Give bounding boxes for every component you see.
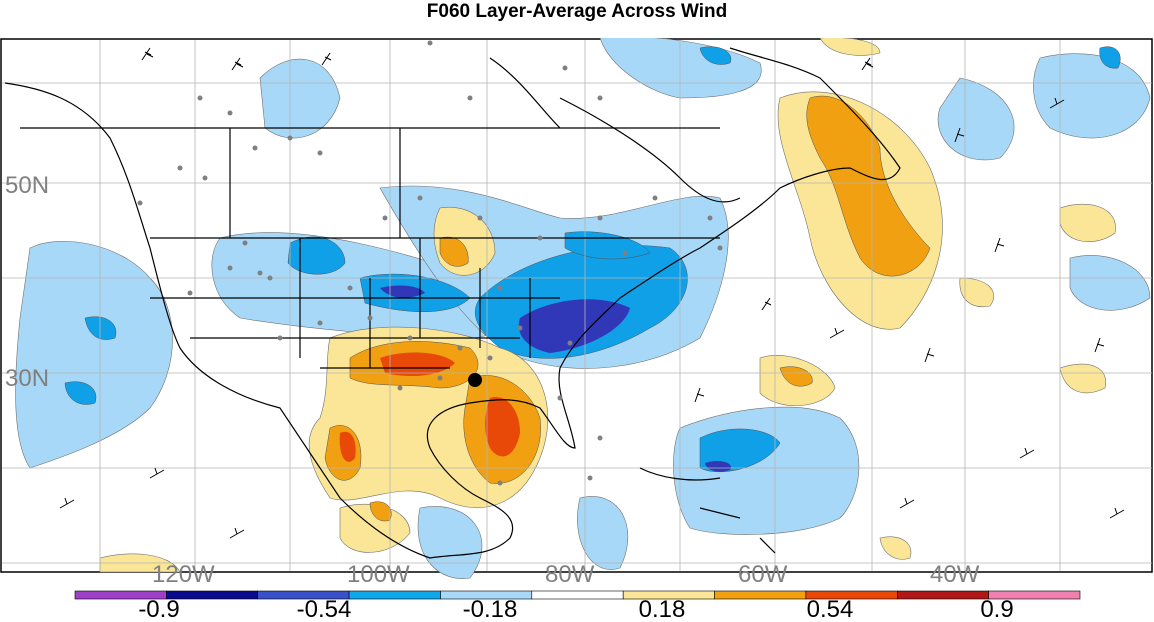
shading-strong-positive <box>339 352 520 462</box>
lon-label-80w: 80W <box>545 561 595 584</box>
colorbar-swatch <box>896 590 989 600</box>
lon-label-60w: 60W <box>738 561 788 584</box>
lon-label-100w: 100W <box>347 561 410 584</box>
shading-moderate-positive <box>324 95 931 522</box>
storm-center-marker <box>468 373 482 387</box>
colorbar-label: 0.18 <box>639 596 686 622</box>
colorbar-label: -0.18 <box>463 596 518 622</box>
colorbar-swatch <box>531 590 624 600</box>
lat-label-50n: 50N <box>5 172 49 199</box>
colorbar-label: 0.9 <box>980 596 1013 622</box>
colorbar-boxes <box>74 590 1081 600</box>
colorbar-swatch <box>988 590 1081 600</box>
lon-label-40w: 40W <box>930 561 980 584</box>
lat-label-30n: 30N <box>5 365 49 392</box>
colorbar-swatch <box>166 590 259 600</box>
shading-strong-negative <box>380 285 731 472</box>
colorbar: -0.9 -0.54 -0.18 0.18 0.54 0.9 <box>74 590 1081 622</box>
coastlines-and-borders <box>4 47 901 559</box>
colorbar-label: 0.54 <box>807 596 854 622</box>
colorbar-label: -0.9 <box>138 596 179 622</box>
wind-barbs <box>59 47 1125 539</box>
weather-map: 50N 30N 120W 100W 80W 60W 40W <box>0 38 1153 584</box>
station-markers <box>137 40 723 486</box>
colorbar-swatch <box>348 590 441 600</box>
lon-label-120w: 120W <box>152 561 215 584</box>
colorbar-label: -0.54 <box>297 596 352 622</box>
colorbar-swatch <box>714 590 807 600</box>
map-title: F060 Layer-Average Across Wind <box>426 1 728 22</box>
